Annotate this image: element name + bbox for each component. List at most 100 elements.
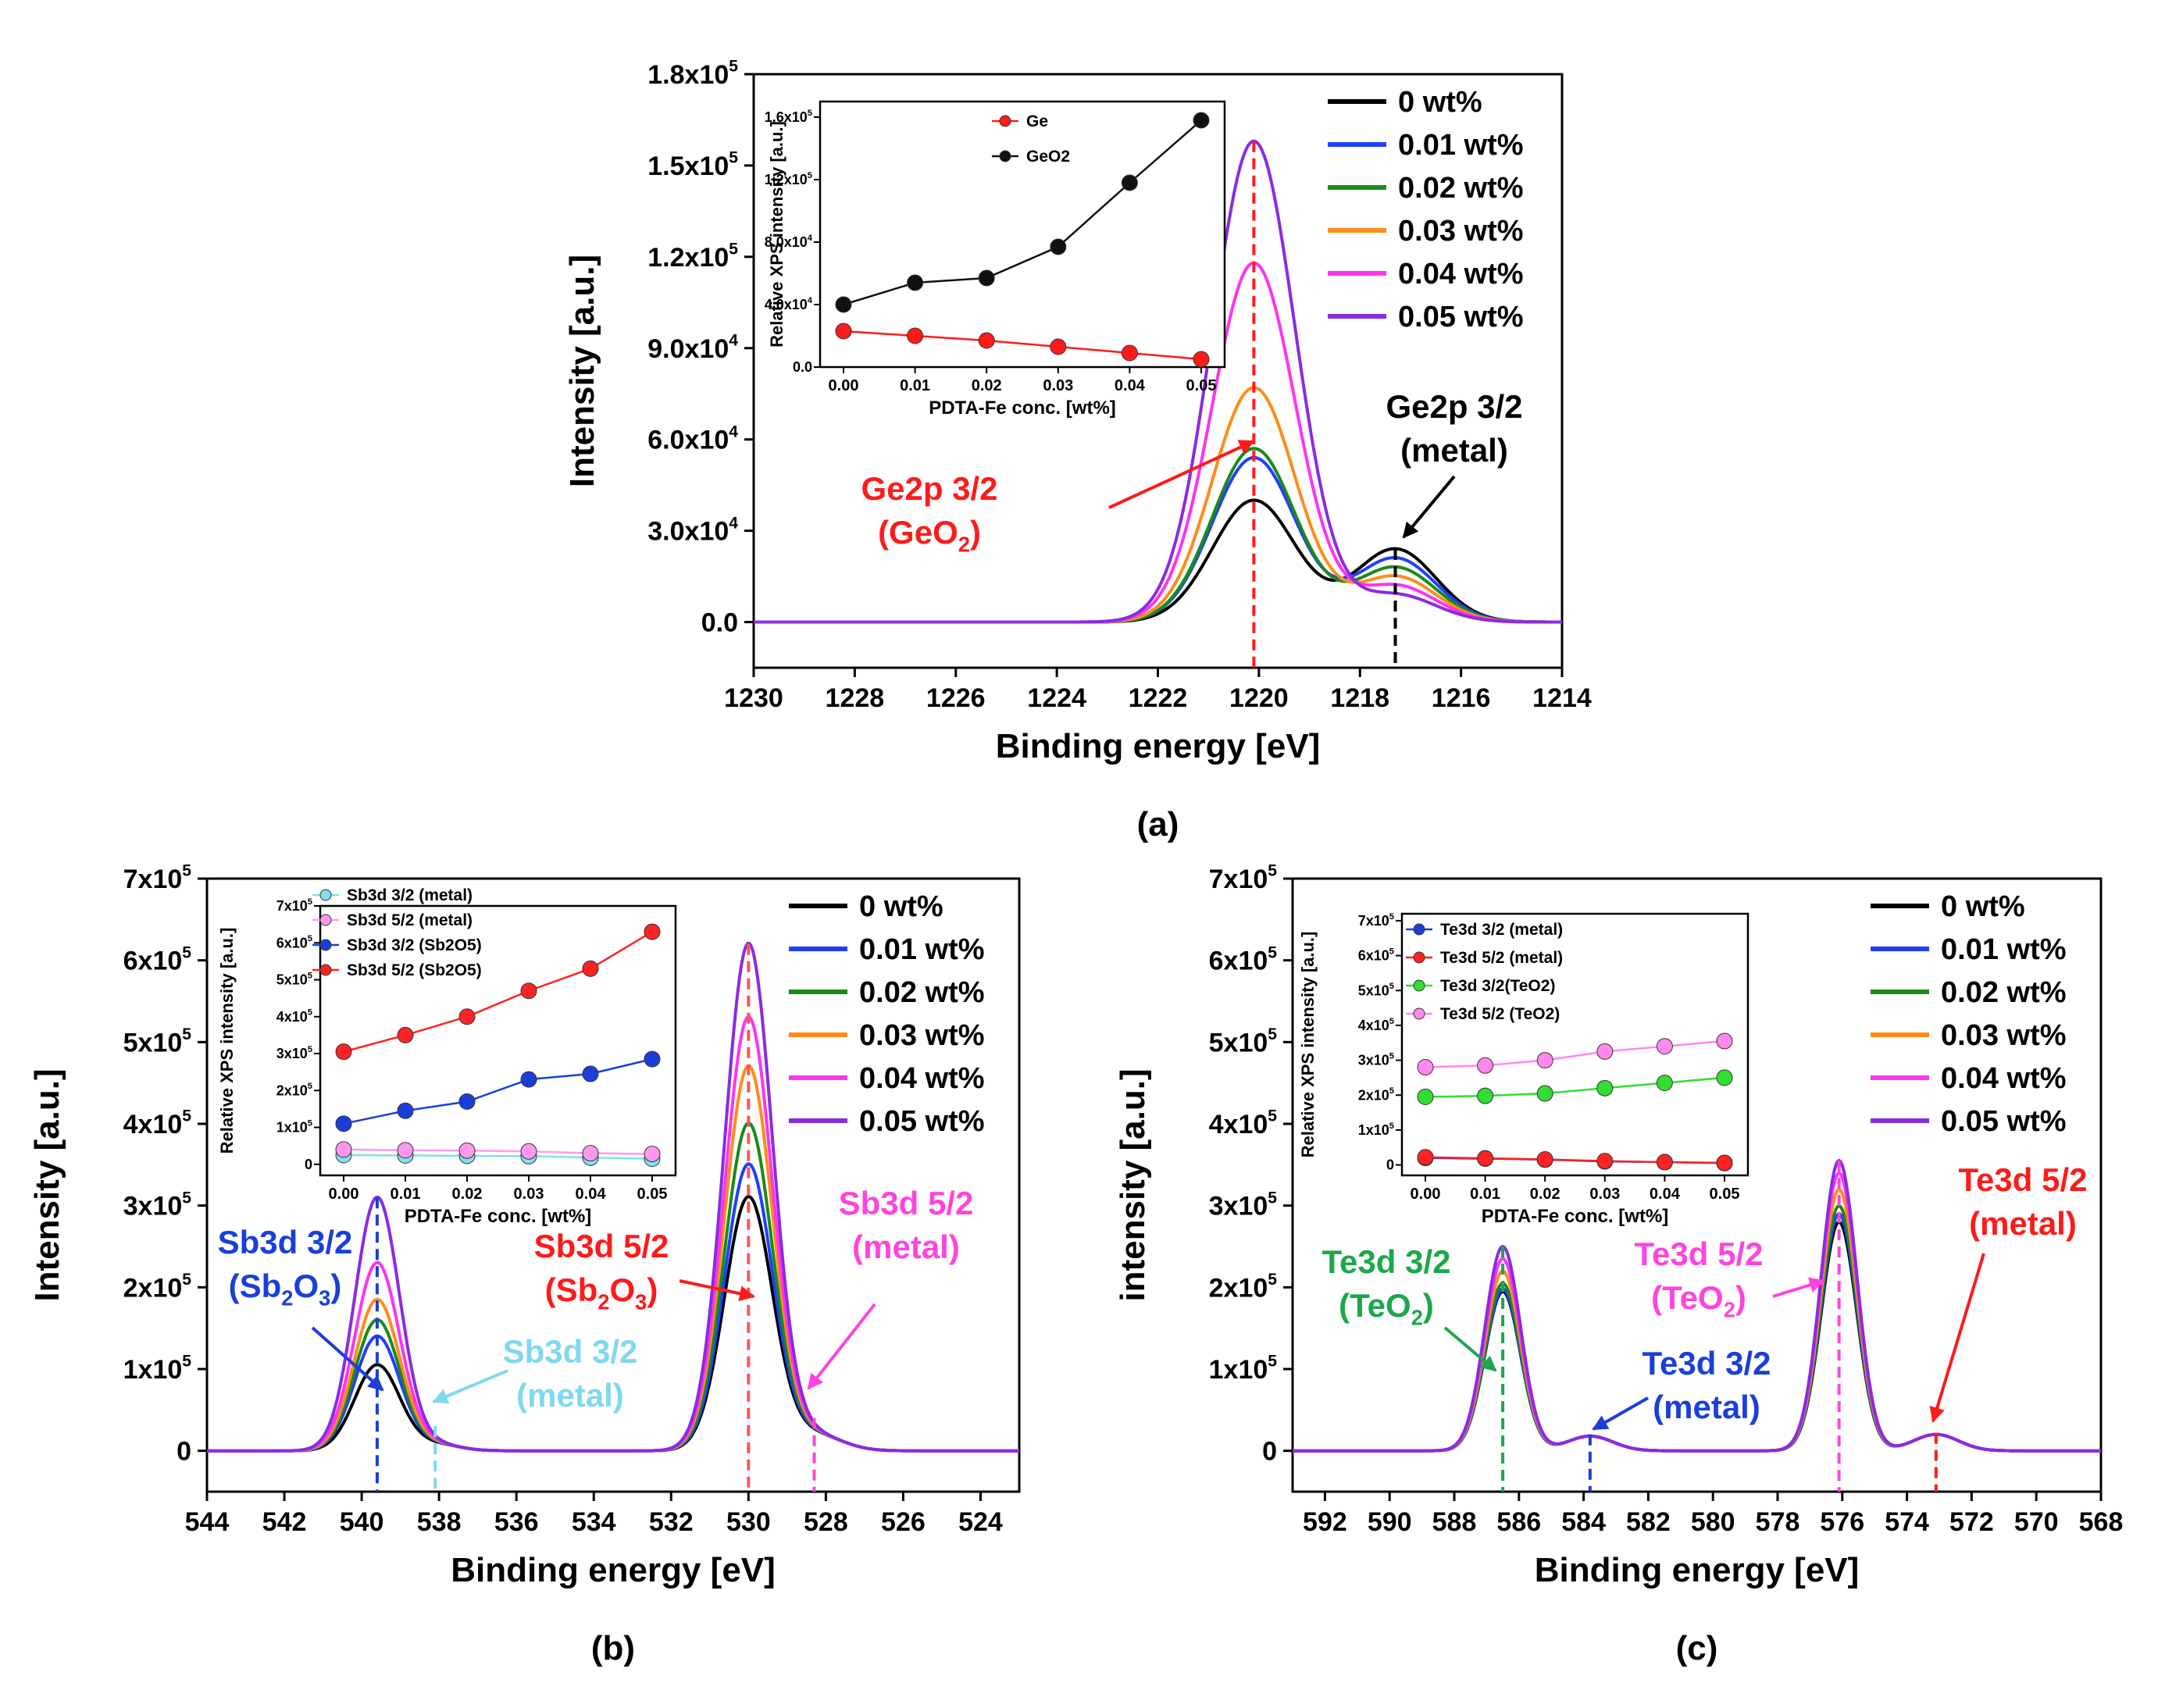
x-tick-label: 542	[262, 1507, 307, 1537]
inset-data-point	[397, 1142, 414, 1159]
inset-legend-marker	[999, 150, 1011, 162]
series-line	[207, 941, 1019, 1453]
x-tick-label: 532	[649, 1507, 694, 1537]
inset-series-line	[343, 1154, 653, 1160]
inset-data-point	[458, 1093, 476, 1110]
inset-data-point	[520, 1071, 537, 1088]
inset-data-point	[1193, 351, 1210, 368]
annotation-arrow	[1592, 1396, 1649, 1431]
legend-label: 0.05 wt%	[1941, 1105, 2067, 1138]
y-tick-label: 3x105	[1209, 1189, 1278, 1221]
legend-label: 0 wt%	[859, 890, 943, 923]
inset-legend-marker	[1413, 951, 1425, 964]
inset-y-label: Relative XPS intensity [a.u.]	[217, 928, 237, 1154]
inset-y-tick-label: 0	[1386, 1157, 1394, 1173]
inset-data-point	[582, 1145, 599, 1162]
x-tick-label: 584	[1561, 1507, 1606, 1537]
peak-annotation-state: (Sb2O3)	[545, 1271, 658, 1314]
inset-data-point	[335, 1141, 352, 1158]
peak-annotation: Te3d 5/2	[1635, 1236, 1764, 1272]
legend-label: 0.04 wt%	[1398, 258, 1524, 291]
legend-label: 0.02 wt%	[859, 976, 985, 1009]
inset-data-point	[1596, 1079, 1614, 1096]
inset-x-tick-label: 0.01	[1470, 1186, 1500, 1203]
inset-x-tick-label: 0.02	[452, 1186, 483, 1203]
peak-annotation-state: (metal)	[852, 1228, 960, 1265]
x-tick-label: 524	[958, 1507, 1003, 1537]
annotation-arrow	[1443, 1326, 1497, 1372]
inset-data-point	[397, 1026, 414, 1043]
inset-data-point	[1596, 1043, 1614, 1060]
inset-x-tick-label: 0.04	[1115, 377, 1146, 394]
inset-data-point	[520, 1143, 537, 1160]
legend-label: 0.01 wt%	[1398, 129, 1524, 162]
inset-data-point	[1417, 1089, 1434, 1105]
panel-caption: (a)	[1137, 805, 1179, 843]
inset-data-point	[644, 923, 661, 940]
panel-a: 1230 1228 1226 1224 1222 1220 1218 1216 12140.03…	[563, 58, 1592, 843]
x-tick-label: 582	[1626, 1507, 1671, 1537]
inset-series-line	[343, 1057, 653, 1125]
inset-series-line	[343, 1148, 653, 1155]
y-tick-label: 1x105	[1209, 1353, 1278, 1385]
inset-x-tick-label: 0.05	[1710, 1186, 1740, 1203]
inset-x-tick-label: 0.03	[514, 1186, 544, 1203]
inset-data-point	[397, 1102, 414, 1119]
legend-label: 0.02 wt%	[1398, 172, 1524, 205]
inset-data-point	[1417, 1059, 1434, 1076]
inset-y-tick-label: 1x105	[1358, 1121, 1394, 1138]
inset-data-point	[458, 1142, 476, 1159]
plot-frame	[1291, 877, 2103, 1493]
inset-series-line	[1425, 1039, 1725, 1068]
inset-x-tick-label: 0.00	[1411, 1186, 1441, 1203]
inset-data-point	[520, 982, 537, 1000]
x-tick-label: 576	[1820, 1507, 1864, 1537]
inset-y-tick-label: 0.0	[793, 359, 812, 375]
inset-x-tick-label: 0.01	[391, 1186, 421, 1203]
plot-frame	[205, 877, 1021, 1493]
inset-legend-label: Te3d 3/2(TeO2)	[1440, 977, 1555, 995]
inset-data-point	[644, 1146, 661, 1163]
inset-y-tick-label: 3x105	[1358, 1052, 1394, 1068]
inset-y-tick-label: 7x105	[1358, 912, 1394, 929]
legend-label: 0.05 wt%	[859, 1105, 985, 1138]
inset-data-point	[1477, 1087, 1494, 1104]
x-tick-label: 592	[1303, 1507, 1347, 1537]
legend-label: 0.03 wt%	[859, 1019, 985, 1052]
inset-legend-marker	[319, 939, 332, 951]
peak-annotation: Sb3d 3/2	[503, 1333, 638, 1370]
inset-legend-label: Te3d 5/2 (metal)	[1440, 949, 1563, 967]
inset-y-tick-label: 1x105	[276, 1118, 312, 1135]
inset-y-tick-label: 6x105	[1358, 947, 1394, 964]
x-tick-label: 530	[726, 1507, 771, 1537]
x-tick-label: 540	[340, 1507, 384, 1537]
x-tick-label: 570	[2014, 1507, 2059, 1537]
inset-data-point	[978, 269, 995, 287]
annotation-arrow	[1402, 475, 1456, 539]
legend-label: 0.04 wt%	[859, 1062, 985, 1095]
inset-frame	[819, 100, 1226, 369]
y-tick-label: 0.0	[701, 608, 738, 638]
annotation-arrow	[679, 1279, 755, 1302]
y-tick-label: 3x105	[123, 1189, 192, 1221]
y-tick-label: 9.0x104	[647, 331, 738, 363]
inset-series-line	[1425, 1156, 1725, 1164]
peak-annotation-state: (TeO2)	[1651, 1279, 1746, 1322]
inset-x-tick-label: 0.04	[1650, 1186, 1681, 1203]
x-tick-label: 1214	[1532, 683, 1592, 713]
x-tick-label: 586	[1496, 1507, 1541, 1537]
inset-data-point	[835, 296, 852, 313]
inset-x-tick-label: 0.00	[829, 377, 859, 394]
peak-annotation: Sb3d 5/2	[534, 1228, 669, 1264]
x-tick-label: 1224	[1027, 683, 1086, 713]
inset-x-tick-label: 0.01	[900, 377, 930, 394]
y-tick-label: 1.2x105	[647, 241, 738, 273]
inset-legend-label: Sb3d 5/2 (Sb2O5)	[347, 961, 482, 979]
peak-annotation: Sb3d 3/2	[218, 1224, 353, 1260]
legend-label: 0 wt%	[1941, 890, 2025, 923]
inset-x-tick-label: 0.04	[576, 1186, 607, 1203]
y-tick-label: 7x105	[123, 862, 192, 894]
inset-chart: 0.00 0.01 0.02 0.03 0.04 0.05 0 1x105 2x105 3x105…	[217, 886, 677, 1227]
x-axis-label: Binding energy [eV]	[996, 727, 1321, 765]
